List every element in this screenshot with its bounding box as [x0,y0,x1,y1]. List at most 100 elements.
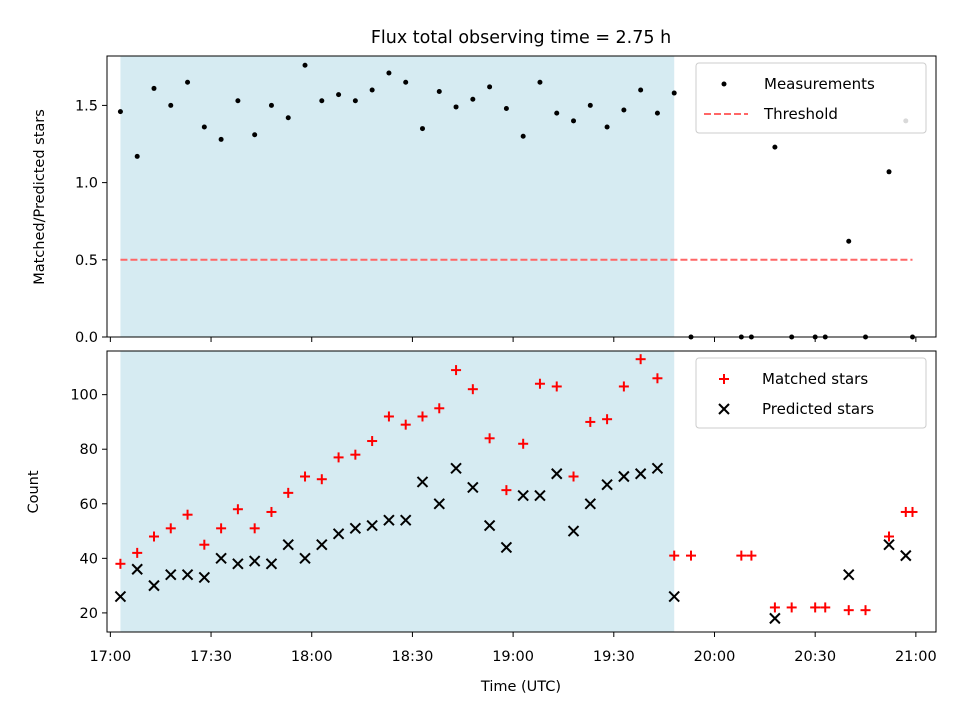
matched-star-point [367,436,378,447]
x-tick-label: 21:00 [895,649,937,665]
measurement-point [235,98,241,104]
measurements-points [117,62,916,340]
matched-star-point [417,411,428,422]
top-y-tick-label: 1.0 [75,176,98,192]
predicted-star-point [349,522,362,535]
measurement-point [302,62,308,68]
measurement-point [352,98,358,104]
legend-measurements-marker [721,81,727,87]
matched-star-point [568,471,579,482]
bottom-legend: Matched stars Predicted stars [695,357,927,429]
measurement-point [604,124,610,130]
predicted-star-point [332,528,345,540]
bottom-shade-rect [120,351,675,632]
x-tick-label: 17:00 [89,649,131,665]
bottom-y-tick-label: 40 [80,551,98,567]
matched-star-point [400,419,411,430]
matched-star-point [350,449,361,460]
predicted-star-point [383,514,395,526]
matched-star-point [585,416,596,427]
predicted-star-point [900,549,912,562]
matched-star-point [551,381,562,392]
matched-star-point [810,602,821,613]
predicted-star-point [148,579,160,592]
predicted-star-point [232,558,244,570]
predicted-star-point [165,569,177,581]
matched-star-point [652,373,663,384]
predicted-star-point [316,538,328,551]
bottom-y-axis-ticks: 20 40 60 80 100 [70,388,107,622]
measurement-point [185,79,191,85]
predicted-star-point [265,558,278,570]
bottom-legend-box [695,357,927,429]
matched-star-point [769,602,780,613]
measurement-point [470,96,476,102]
predicted-star-point [634,468,647,480]
predicted-star-point [567,525,580,537]
matched-star-point [467,384,478,395]
matched-star-point [501,485,512,496]
bottom-plot-frame [106,350,937,633]
predicted-star-point [467,481,479,494]
legend-predicted-marker [718,403,730,415]
top-y-tick-label: 0.5 [75,253,98,269]
predicted-star-point [282,538,294,551]
x-tick-label: 19:00 [492,649,534,665]
measurement-point [134,153,140,159]
matched-star-point [860,605,871,616]
x-tick-label: 20:30 [794,649,836,665]
matched-stars-points [115,354,918,616]
matched-star-point [685,550,696,561]
predicted-star-point [400,514,412,526]
predicted-star-point [651,462,664,475]
legend-threshold-label: Threshold [763,105,838,123]
top-y-tick-label: 0.0 [75,330,98,346]
top-shade-rect [120,56,675,337]
predicted-star-point [114,590,127,603]
measurement-point [336,92,342,98]
measurement-point [268,102,274,108]
measurement-point [117,109,123,115]
matched-star-point [316,474,327,485]
x-tick-label: 19:30 [593,649,635,665]
measurement-point [201,124,207,130]
predicted-star-point [534,489,546,502]
predicted-star-point [181,569,194,581]
predicted-star-point [198,571,211,584]
top-legend: Measurements Threshold [695,62,927,134]
matched-star-point [300,471,311,482]
matched-star-point [746,550,757,561]
bottom-y-tick-label: 100 [70,388,98,404]
matched-star-point [884,531,895,542]
predicted-star-point [584,498,597,510]
top-legend-box [695,62,927,134]
legend-predicted-label: Predicted stars [762,400,874,418]
predicted-star-point [215,552,227,565]
bottom-shaded-interval [120,351,675,632]
predicted-star-point [131,563,143,575]
measurement-point [453,104,459,110]
matched-star-point [132,547,143,558]
x-tick-label: 20:00 [694,649,736,665]
predicted-star-point [483,519,496,532]
matched-star-point [333,452,344,463]
measurement-point [846,238,852,244]
top-shaded-interval [120,56,675,337]
predicted-star-point [299,552,311,565]
matched-star-point [635,354,646,365]
measurement-point [168,102,174,108]
predicted-star-point [416,476,429,488]
matched-star-point [907,506,918,517]
measurement-point [386,70,392,76]
predicted-star-point [450,462,462,475]
matched-star-point [669,550,680,561]
measurement-point [218,136,224,142]
x-axis-label: Time (UTC) [480,679,561,695]
top-panel: 0.0 0.5 1.0 1.5 Matched/Predicted stars Mea… [32,55,937,346]
matched-star-point [484,433,495,444]
x-tick-label: 17:30 [190,649,232,665]
predicted-star-point [500,541,513,554]
bottom-panel: 20 40 60 80 100 17:00 17:30 18:00 18:30 19:00 19:… [26,350,937,695]
matched-star-point [434,403,445,414]
measurement-point [487,84,493,90]
